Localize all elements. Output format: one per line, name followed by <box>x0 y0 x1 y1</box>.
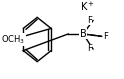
Text: F: F <box>87 44 92 53</box>
Text: F: F <box>103 32 108 41</box>
Text: +: + <box>87 1 93 7</box>
Text: O: O <box>9 35 16 44</box>
Text: B: B <box>80 29 86 39</box>
Text: F: F <box>87 16 92 25</box>
Text: OCH$_3$: OCH$_3$ <box>1 33 25 46</box>
Text: K: K <box>81 2 88 12</box>
